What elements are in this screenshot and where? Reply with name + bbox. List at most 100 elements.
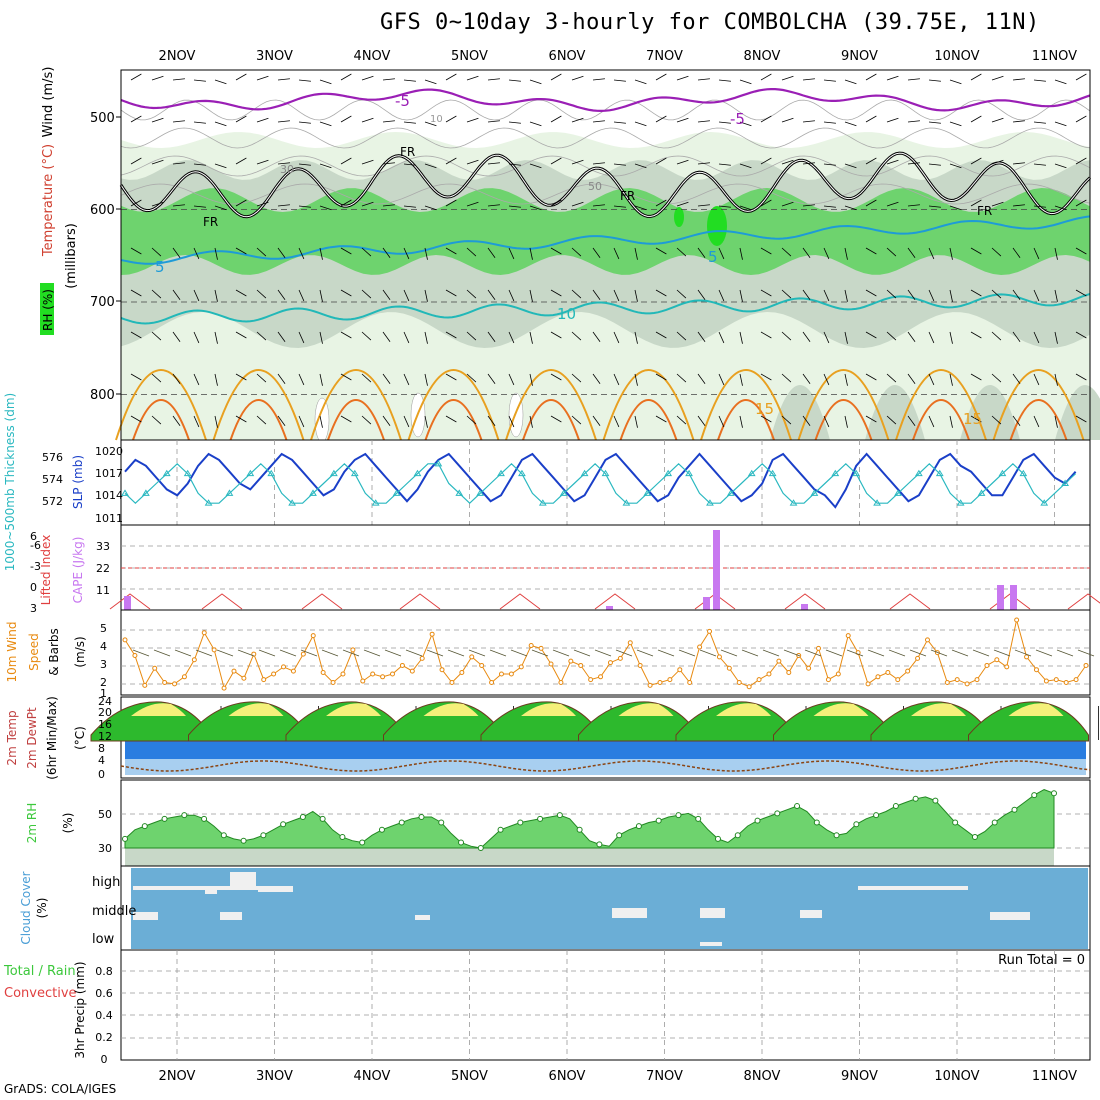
wind-speed-marker xyxy=(875,674,881,680)
wind-barb xyxy=(1054,205,1067,211)
rh2m-marker xyxy=(1011,806,1018,813)
wind-barb xyxy=(865,199,877,207)
wind-barb xyxy=(235,73,247,81)
rh2m-marker xyxy=(260,832,267,839)
wind-barb xyxy=(634,373,638,386)
wind-barb xyxy=(907,247,916,258)
wind-barb xyxy=(403,415,410,428)
ytick-label: 5 xyxy=(100,622,107,635)
wind-barb xyxy=(508,373,515,386)
wind-barb xyxy=(361,117,374,123)
wind-barb xyxy=(552,649,570,657)
cloud-fill xyxy=(131,868,1088,949)
rh2m-marker xyxy=(635,823,642,830)
wind-barb xyxy=(613,331,620,344)
top-date-label: 11NOV xyxy=(1032,49,1077,64)
wind-barb xyxy=(382,204,395,207)
cloud-gap xyxy=(205,886,217,894)
lifted-index-line xyxy=(499,593,541,610)
wind-speed-marker xyxy=(617,655,623,661)
wind-barb xyxy=(655,415,667,423)
wind-barb xyxy=(697,78,710,81)
thickness-marker xyxy=(246,469,255,477)
contour-label: FR xyxy=(977,204,992,218)
wind-barb xyxy=(298,289,305,302)
wind-barb xyxy=(214,331,218,344)
wind-barb xyxy=(592,120,605,123)
wind-barb xyxy=(1075,373,1087,381)
wind-barb xyxy=(382,162,395,165)
wind-barb xyxy=(718,415,725,428)
wind-barb xyxy=(487,204,500,207)
thickness-marker xyxy=(1019,469,1028,477)
thickness-marker xyxy=(685,469,693,477)
rh2m-marker xyxy=(537,815,544,822)
wind-speed-marker xyxy=(726,665,732,671)
wind-barb xyxy=(529,331,533,344)
wind-barb xyxy=(888,649,906,657)
wind-barb xyxy=(865,289,877,297)
wind-barb xyxy=(697,204,710,207)
bottom-date-label: 11NOV xyxy=(1032,1069,1077,1084)
wind-barb xyxy=(865,73,877,81)
wind-barb xyxy=(741,649,759,657)
wind-speed-marker xyxy=(360,678,366,684)
thickness-marker xyxy=(998,469,1007,477)
wind-barb xyxy=(970,415,982,423)
bottom-date-label: 10NOV xyxy=(934,1069,979,1084)
contour-label: 5 xyxy=(155,258,165,276)
wind-panel: 5 4 3 21 xyxy=(100,609,1095,700)
wind-speed-marker xyxy=(944,679,950,685)
wind-barb xyxy=(132,649,150,657)
wind-speed-marker xyxy=(518,664,524,670)
wind-barb xyxy=(403,121,416,124)
thickness-marker xyxy=(413,469,422,477)
wind-barb xyxy=(783,649,801,657)
wind-barb xyxy=(214,247,218,260)
wind-barb xyxy=(1012,162,1025,165)
wind-barb xyxy=(1033,79,1046,82)
thickness-marker xyxy=(873,499,881,506)
thickness-marker xyxy=(935,469,944,477)
ylabel-total-rain: Total / Rain xyxy=(3,964,76,979)
wind-barb xyxy=(361,373,372,383)
wind-barb xyxy=(844,79,857,85)
wind-barb xyxy=(361,415,372,425)
thickness-marker xyxy=(267,469,276,477)
wind-barb xyxy=(571,289,582,299)
top-date-label: 4NOV xyxy=(354,49,391,64)
wind-speed-marker xyxy=(241,675,247,681)
wind-barb xyxy=(550,415,562,423)
wind-speed-marker xyxy=(776,658,782,664)
wind-barb xyxy=(319,121,332,127)
wind-barb xyxy=(550,331,562,339)
wind-barb xyxy=(405,649,423,657)
wind-barb xyxy=(258,649,276,657)
wind-speed-marker xyxy=(1033,667,1039,673)
wind-barb xyxy=(151,415,162,425)
rh-base xyxy=(125,848,1054,866)
freezing-level-inner xyxy=(120,152,1091,218)
wind-barb xyxy=(928,247,935,260)
lifted-index-line xyxy=(784,593,826,610)
ylabel-thickness: 1000~500mb Thickness (dm) xyxy=(3,393,17,571)
wind-barb xyxy=(697,162,710,165)
wind-barb xyxy=(846,649,864,657)
ytick-label: 1 xyxy=(100,687,107,700)
wind-barb xyxy=(634,415,638,428)
wind-barb xyxy=(655,373,667,381)
wind-barb xyxy=(550,73,562,81)
wind-speed-marker xyxy=(786,670,792,676)
wind-barb xyxy=(844,373,848,386)
thickness-marker xyxy=(204,499,213,506)
top-date-label: 2NOV xyxy=(159,49,196,64)
wind-barb xyxy=(529,163,542,169)
wind-barb xyxy=(277,162,290,165)
rh2m-marker xyxy=(556,812,563,819)
thickness-marker xyxy=(789,499,798,506)
wind-barb xyxy=(613,205,626,208)
wind-barb xyxy=(319,247,323,260)
wind-barb xyxy=(214,415,218,428)
wind-barb xyxy=(153,649,171,657)
wind-barb xyxy=(319,205,332,211)
